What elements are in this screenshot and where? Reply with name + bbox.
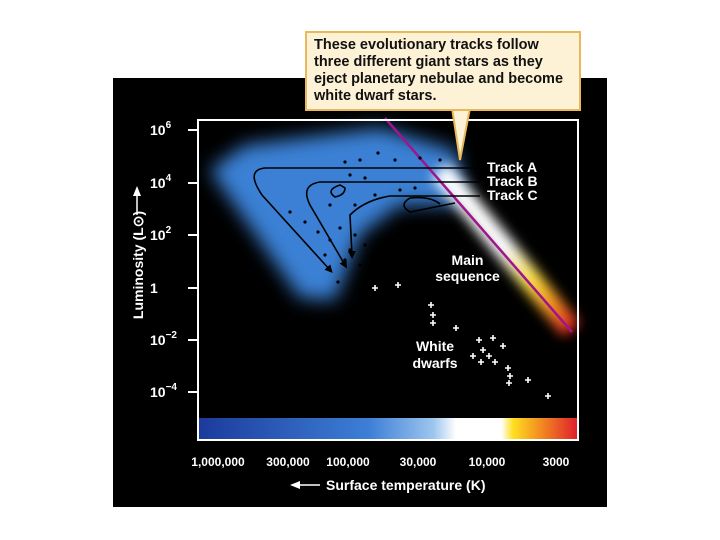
y-tick-exponent: 4 bbox=[166, 173, 172, 184]
color-bar bbox=[199, 418, 577, 439]
y-tick-base: 10 bbox=[150, 227, 166, 243]
y-tick-label: 10−4 bbox=[150, 382, 177, 400]
y-tick-base: 10 bbox=[150, 384, 166, 400]
y-tick-label: 1 bbox=[150, 280, 158, 296]
x-tick-label: 3000 bbox=[543, 455, 570, 469]
y-arrow-head bbox=[133, 186, 141, 196]
y-tick-label: 104 bbox=[150, 173, 172, 191]
giant-region bbox=[210, 128, 465, 300]
y-tick-exponent: 2 bbox=[166, 225, 172, 236]
y-axis-title: Luminosity (L⊙) bbox=[130, 211, 146, 319]
x-arrow-head bbox=[290, 481, 300, 489]
giant-stars bbox=[288, 151, 442, 284]
x-tick-label: 300,000 bbox=[266, 455, 310, 469]
tracks bbox=[253, 167, 480, 273]
white-dwarfs bbox=[372, 282, 551, 399]
x-axis-title: Surface temperature (K) bbox=[326, 477, 486, 493]
y-tick-base: 1 bbox=[150, 280, 158, 296]
x-tick-label: 1,000,000 bbox=[191, 455, 245, 469]
y-tick-exponent: −4 bbox=[166, 382, 178, 393]
y-tick-base: 10 bbox=[150, 332, 166, 348]
y-tick-label: 106 bbox=[150, 120, 172, 138]
x-tick-label: 100,000 bbox=[326, 455, 370, 469]
track-labels: Track A Track B Track C bbox=[487, 159, 538, 203]
y-tick-label: 10−2 bbox=[150, 330, 177, 348]
plot-frame bbox=[197, 119, 579, 441]
x-ticks: 1,000,000 300,000 100,000 30,000 10,000 3000 bbox=[191, 455, 569, 469]
y-tick-exponent: −2 bbox=[166, 330, 178, 341]
main-sequence-line bbox=[384, 117, 573, 333]
y-tick-base: 10 bbox=[150, 175, 166, 191]
y-tick-base: 10 bbox=[150, 122, 166, 138]
white-dwarfs-label: White dwarfs bbox=[412, 338, 458, 371]
x-tick-label: 10,000 bbox=[469, 455, 506, 469]
y-tick-label: 102 bbox=[150, 225, 172, 243]
main-sequence-label: Main sequence bbox=[435, 252, 500, 284]
track-label: Track C bbox=[487, 187, 538, 203]
y-tick-exponent: 6 bbox=[166, 120, 172, 131]
x-tick-label: 30,000 bbox=[400, 455, 437, 469]
callout: These evolutionary tracks follow three d… bbox=[305, 31, 581, 111]
track-label: Track B bbox=[487, 173, 538, 189]
track-label: Track A bbox=[487, 159, 537, 175]
